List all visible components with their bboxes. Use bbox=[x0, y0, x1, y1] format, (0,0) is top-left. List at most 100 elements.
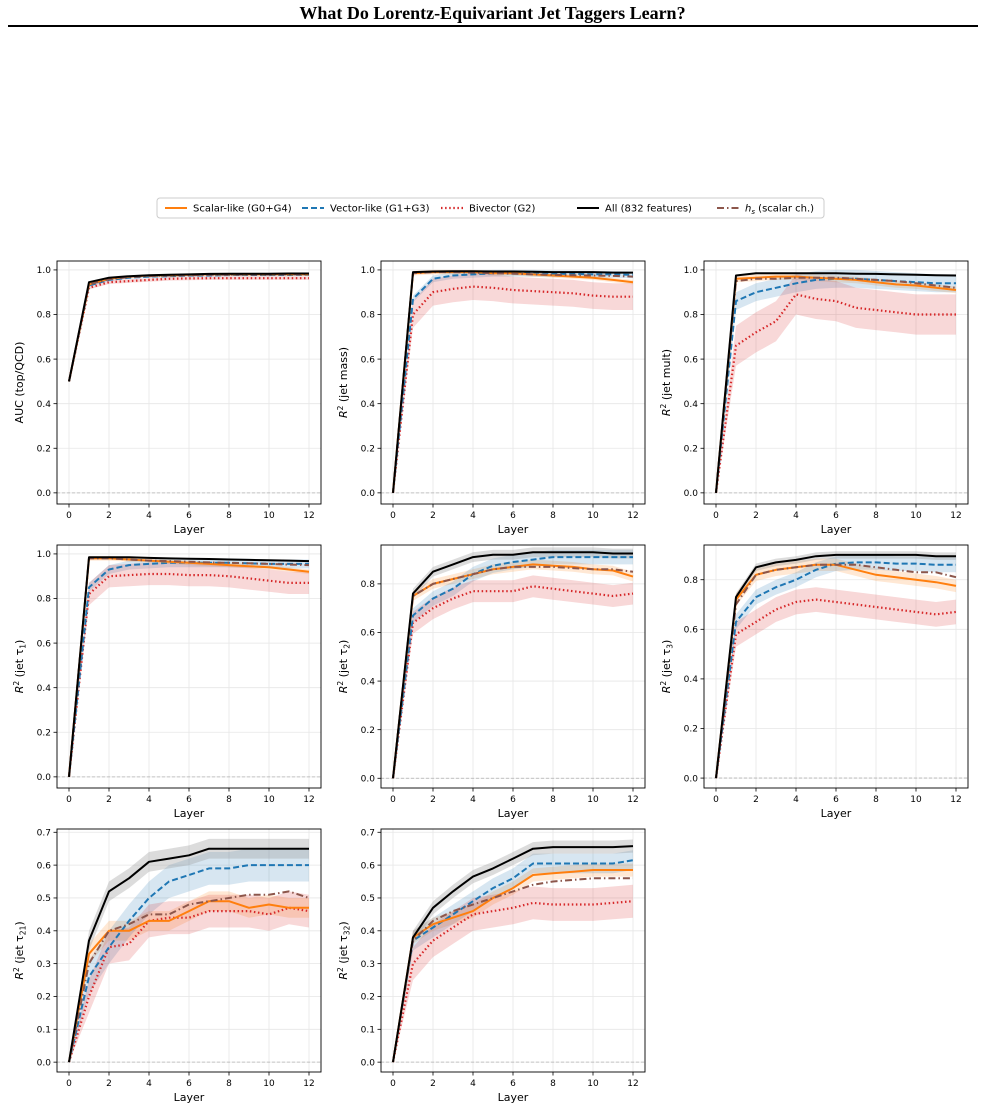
y-tick-label: 0.6 bbox=[684, 355, 699, 365]
x-tick-label: 8 bbox=[873, 511, 879, 521]
x-tick-label: 12 bbox=[303, 1079, 314, 1089]
y-tick-label: 0.5 bbox=[361, 894, 375, 904]
x-tick-label: 0 bbox=[66, 511, 72, 521]
grid bbox=[57, 829, 321, 1072]
x-tick-label: 2 bbox=[430, 511, 436, 521]
y-tick-label: 0.2 bbox=[684, 725, 698, 735]
series-line-vector bbox=[392, 272, 634, 494]
x-tick-label: 10 bbox=[910, 511, 922, 521]
plot-area bbox=[391, 839, 634, 1063]
legend-label-scalar: Scalar-like (G0+G4) bbox=[193, 204, 292, 215]
y-tick-label: 0.0 bbox=[37, 489, 52, 499]
series-line-bivector bbox=[391, 585, 634, 779]
y-tick-label: 0.1 bbox=[37, 1026, 51, 1036]
x-tick-label: 4 bbox=[146, 511, 152, 521]
x-tick-label: 2 bbox=[106, 1079, 112, 1089]
y-tick-label: 0.4 bbox=[37, 927, 52, 937]
series-line-all bbox=[68, 556, 310, 777]
series-line-all bbox=[392, 551, 633, 779]
header-rule bbox=[8, 25, 978, 27]
x-tick-label: 0 bbox=[390, 795, 396, 805]
band-vector bbox=[69, 848, 309, 1063]
page-header: What Do Lorentz-Equivariant Jet Taggers … bbox=[0, 0, 985, 30]
series-line-all bbox=[68, 272, 309, 382]
grid bbox=[57, 261, 321, 504]
x-tick-label: 6 bbox=[186, 1079, 192, 1089]
y-tick-label: 0.2 bbox=[684, 444, 698, 454]
y-tick-label: 0.4 bbox=[684, 400, 699, 410]
x-tick-label: 12 bbox=[627, 795, 638, 805]
y-tick-label: 0.0 bbox=[684, 774, 699, 784]
x-tick-label: 2 bbox=[106, 511, 112, 521]
y-tick-label: 0.4 bbox=[37, 400, 52, 410]
x-tick-label: 10 bbox=[910, 795, 922, 805]
chart-panel-7: 0 2 4 6 8 10 12 0.0 0.1 0.2 0.3 0.4 0.5 0.6 0.7 Layer R2… bbox=[12, 828, 322, 1104]
x-tick-label: 6 bbox=[510, 795, 516, 805]
series-line-vector bbox=[715, 561, 956, 779]
legend-label-vector: Vector-like (G1+G3) bbox=[330, 204, 430, 215]
y-tick-label: 0.2 bbox=[37, 993, 51, 1003]
legend-entry-vector: Vector-like (G1+G3) bbox=[302, 204, 430, 215]
x-tick-label: 2 bbox=[106, 795, 112, 805]
x-tick-label: 8 bbox=[550, 1079, 556, 1089]
x-tick-label: 12 bbox=[303, 511, 314, 521]
x-tick-label: 10 bbox=[587, 795, 599, 805]
y-tick-label: 0.4 bbox=[684, 675, 699, 685]
x-tick-label: 4 bbox=[146, 795, 152, 805]
y-tick-label: 0.0 bbox=[37, 1058, 52, 1068]
x-tick-label: 8 bbox=[226, 1079, 232, 1089]
chart-panel-8: 0 2 4 6 8 10 12 0.0 0.1 0.2 0.3 0.4 0.5 0.6 0.7 Layer R2… bbox=[336, 828, 646, 1104]
y-tick-label: 0.5 bbox=[37, 894, 51, 904]
y-tick-label: 1.0 bbox=[684, 266, 699, 276]
series-line-bivector bbox=[391, 285, 633, 494]
y-tick-label: 0.7 bbox=[37, 828, 51, 838]
y-tick-label: 0.8 bbox=[684, 576, 699, 586]
y-tick-label: 1.0 bbox=[37, 550, 52, 560]
plot-area bbox=[714, 269, 957, 494]
x-tick-label: 6 bbox=[510, 1079, 516, 1089]
x-tick-label: 6 bbox=[186, 511, 192, 521]
x-tick-label: 8 bbox=[550, 511, 556, 521]
x-tick-label: 0 bbox=[66, 795, 72, 805]
x-tick-label: 0 bbox=[66, 1079, 72, 1089]
x-tick-label: 10 bbox=[263, 795, 275, 805]
band-scalar bbox=[716, 558, 956, 779]
y-tick-label: 0.4 bbox=[361, 400, 376, 410]
y-tick-label: 0.4 bbox=[361, 927, 376, 937]
x-tick-label: 2 bbox=[753, 511, 759, 521]
y-tick-label: 0.6 bbox=[361, 861, 376, 871]
series-line-hs bbox=[392, 565, 634, 779]
legend-entry-bivector: Bivector (G2) bbox=[441, 204, 536, 215]
band-bivector bbox=[393, 273, 633, 493]
band-bivector bbox=[393, 884, 633, 1063]
y-tick-label: 0.4 bbox=[37, 684, 52, 694]
series-line-hs bbox=[715, 276, 957, 493]
x-tick-label: 4 bbox=[470, 1079, 476, 1089]
series-line-scalar bbox=[392, 869, 633, 1063]
y-tick-label: 0.0 bbox=[361, 489, 376, 499]
legend-label-all: All (832 features) bbox=[605, 204, 692, 215]
band-all bbox=[393, 839, 633, 1063]
legend-label-bivector: Bivector (G2) bbox=[469, 204, 536, 215]
band-vector bbox=[393, 850, 633, 1063]
x-tick-label: 2 bbox=[430, 795, 436, 805]
band-vector bbox=[69, 558, 309, 777]
y-tick-label: 0.0 bbox=[684, 489, 699, 499]
series-line-all bbox=[68, 847, 309, 1063]
x-axis-label: Layer bbox=[821, 523, 852, 536]
y-tick-label: 0.6 bbox=[361, 629, 376, 639]
x-tick-label: 0 bbox=[390, 1079, 396, 1089]
chart-panel-5: 0 2 4 6 8 10 12 0.0 0.2 0.4 0.6 0.8 Layer R2 (jet τ2) bbox=[336, 544, 646, 820]
y-tick-label: 0.2 bbox=[361, 993, 375, 1003]
plot-area bbox=[67, 556, 310, 778]
y-tick-label: 0.6 bbox=[37, 355, 52, 365]
x-tick-label: 2 bbox=[753, 795, 759, 805]
series-line-bivector bbox=[714, 293, 956, 494]
plot-area bbox=[714, 551, 957, 779]
x-tick-label: 4 bbox=[470, 795, 476, 805]
y-tick-label: 0.3 bbox=[37, 960, 51, 970]
y-tick-label: 0.8 bbox=[37, 311, 52, 321]
x-tick-label: 4 bbox=[146, 1079, 152, 1089]
y-tick-label: 0.0 bbox=[361, 1058, 376, 1068]
